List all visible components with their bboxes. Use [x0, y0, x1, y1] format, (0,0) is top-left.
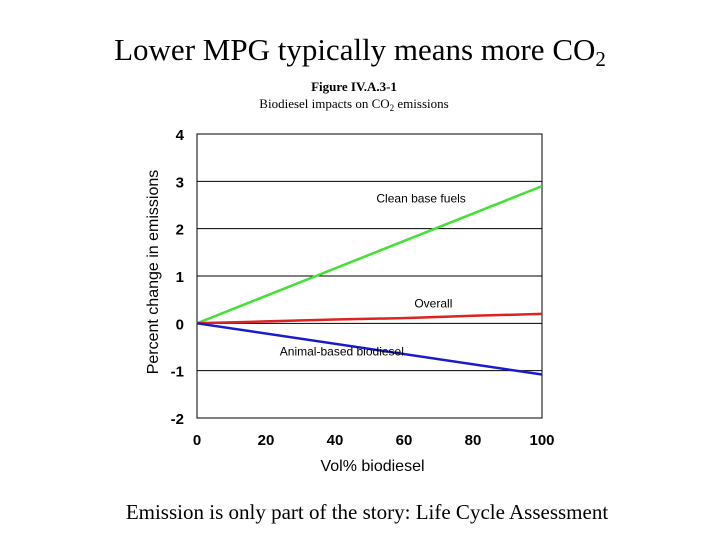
slide-title-subscript: 2 — [595, 47, 606, 71]
x-tick-label: 80 — [465, 432, 482, 449]
y-tick-label: 2 — [176, 222, 184, 239]
figure-number: Figure IV.A.3-1 — [311, 79, 397, 94]
y-axis-tick-labels: -2 -1 0 1 2 3 4 — [171, 127, 185, 428]
x-tick-label: 100 — [529, 432, 554, 449]
x-tick-label: 40 — [327, 432, 344, 449]
y-tick-label: 0 — [176, 316, 184, 333]
x-axis-tick-labels: 0 20 40 60 80 100 — [193, 432, 555, 449]
slide-title-main: Lower MPG typically means more CO — [114, 32, 596, 67]
x-tick-label: 20 — [258, 432, 275, 449]
y-tick-label: 4 — [176, 127, 185, 144]
y-tick-label: -2 — [171, 411, 184, 428]
figure-title: Biodiesel impacts on CO2 emissions — [214, 96, 494, 113]
y-tick-label: 3 — [176, 174, 184, 191]
y-tick-label: 1 — [176, 269, 184, 286]
x-tick-label: 0 — [193, 432, 201, 449]
series-line-1 — [196, 312, 543, 325]
series-line-0 — [196, 184, 543, 325]
series-label-0: Clean base fuels — [376, 192, 465, 206]
figure-title-subscript: 2 — [389, 103, 395, 113]
series-labels: Clean base fuels Overall Animal-based biod… — [280, 192, 466, 359]
y-tick-label: -1 — [171, 364, 184, 381]
chart-gridlines — [197, 133, 542, 419]
figure-title-main: Biodiesel impacts on CO — [259, 96, 390, 111]
y-axis-label: Percent change in emissions — [145, 170, 162, 375]
plot-area-frame — [196, 133, 543, 419]
series-label-1: Overall — [414, 297, 452, 311]
series-label-2: Animal-based biodiesel — [280, 345, 404, 359]
slide-footer: Emission is only part of the story: Life… — [125, 500, 609, 524]
slide-title: Lower MPG typically means more CO2 — [0, 30, 720, 70]
series-line-2 — [196, 322, 543, 376]
figure-title-tail: emissions — [394, 96, 449, 111]
chart-series — [196, 184, 543, 376]
x-axis-label: Vol% biodiesel — [320, 458, 424, 475]
x-tick-label: 60 — [396, 432, 413, 449]
